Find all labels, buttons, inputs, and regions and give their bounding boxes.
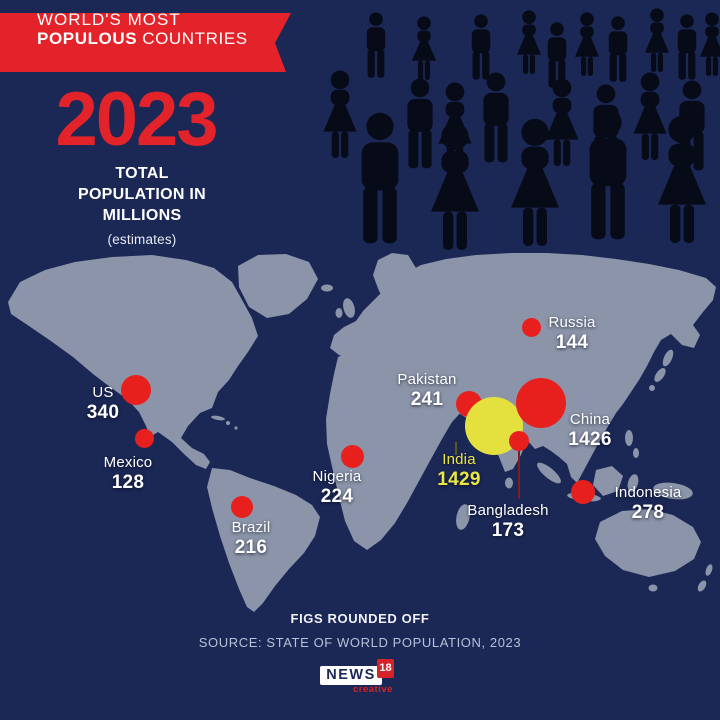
label-indonesia: Indonesia 278 [598,483,698,524]
country-value: 1429 [437,469,481,490]
north-america [8,255,258,469]
source-line: SOURCE: STATE OF WORLD POPULATION, 2023 [198,635,522,650]
country-name: Pakistan [397,371,457,388]
iceland [321,284,333,292]
cuba [211,415,225,421]
label-bangladesh: Bangladesh 173 [448,501,568,542]
year-heading: 2023 [55,77,218,162]
subtitle-block: TOTAL POPULATION IN MILLIONS (estimates) [0,163,284,250]
greenland [238,254,318,318]
bubble-bangladesh [509,431,529,451]
label-brazil: Brazil 216 [206,518,296,559]
country-name: India [442,451,476,468]
australia [595,509,701,577]
title-line1: WORLD'S MOST [37,10,181,29]
country-value: 241 [410,389,444,410]
label-mexico: Mexico 128 [83,453,173,494]
subtitle-note: (estimates) [107,232,177,247]
country-value: 216 [234,537,268,558]
subtitle-line3: MILLIONS [102,207,182,224]
news18-logo-sub: creative [353,684,393,695]
subtitle-line1: TOTAL [115,165,169,182]
country-value: 128 [111,472,145,493]
sri-lanka [505,477,513,489]
title-line2-rest: COUNTRIES [142,29,248,48]
philippines-1 [625,430,633,446]
scandinavia [373,253,416,304]
borneo [593,466,623,496]
new-zealand-south [697,580,707,592]
bubble-us [121,375,151,405]
bangladesh-connector-line [518,449,520,499]
title-ribbon [0,13,291,72]
new-guinea [653,482,693,500]
bubble-indonesia [571,480,595,504]
news18-logo-number: 18 [377,659,394,678]
japan-2 [654,368,666,382]
madagascar [456,504,470,530]
new-zealand-north [705,564,713,576]
country-name: Indonesia [614,484,682,501]
country-value: 1426 [568,429,612,450]
country-value: 173 [491,520,525,541]
bubble-brazil [231,496,253,518]
title-line2: POPULOUS COUNTRIES [37,29,248,48]
country-name: Nigeria [312,468,362,485]
bubble-china [516,378,566,428]
sumatra [537,462,561,484]
country-value: 340 [86,402,120,423]
title-ribbon-text: WORLD'S MOST POPULOUS COUNTRIES [37,10,248,48]
uk [343,298,355,318]
japan-3 [649,385,655,391]
title-line2-bold: POPULOUS [37,29,138,48]
news18-logo-text: NEWS [320,666,382,685]
label-russia: Russia 144 [527,313,617,354]
crowd-silhouettes [323,8,720,250]
country-name: Russia [548,314,596,331]
country-value: 144 [555,332,589,353]
country-name: US [92,384,114,401]
country-name: Mexico [103,454,153,471]
india-connector-line [455,442,457,455]
tasmania [648,584,658,592]
label-us: US 340 [58,383,148,424]
figures-note: FIGS ROUNDED OFF [290,611,430,626]
country-name: China [569,411,611,428]
philippines-2 [633,448,639,458]
bubble-mexico [135,429,154,448]
country-value: 224 [320,486,354,507]
bubble-nigeria [341,445,364,468]
news18-logo: NEWS 18 creative [320,659,400,698]
eurasia [330,253,716,483]
sulawesi [627,474,639,492]
label-china: China 1426 [545,410,635,451]
country-name: Bangladesh [467,502,549,519]
japan-1 [662,349,674,367]
label-nigeria: Nigeria 224 [292,467,382,508]
subtitle-line2: POPULATION IN [77,186,207,203]
label-pakistan: Pakistan 241 [377,370,477,411]
country-value: 278 [631,502,665,523]
ireland [335,308,343,318]
country-name: Brazil [231,519,271,536]
label-india: India 1429 [414,450,504,491]
bubble-russia [522,318,541,337]
